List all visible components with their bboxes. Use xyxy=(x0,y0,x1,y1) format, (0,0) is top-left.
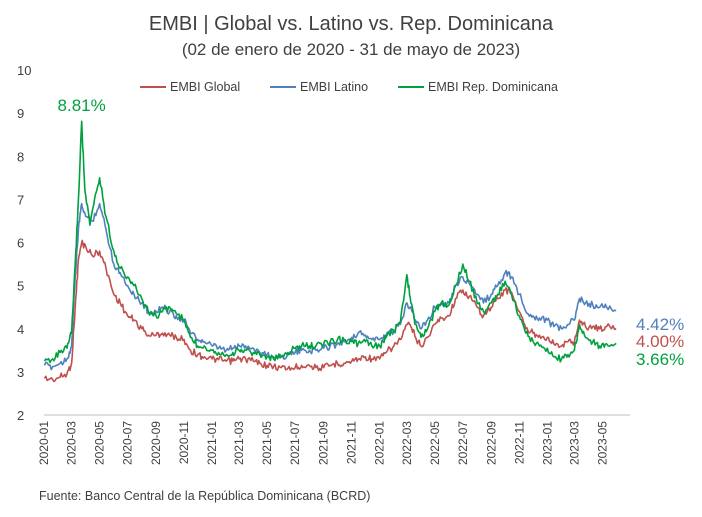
legend-label: EMBI Global xyxy=(170,80,240,94)
chart-legend: EMBI Global EMBI Latino EMBI Rep. Dominica… xyxy=(140,80,558,94)
x-tick-label: 2020-11 xyxy=(177,421,191,464)
x-tick-label: 2021-07 xyxy=(288,421,302,465)
legend-item: EMBI Rep. Dominicana xyxy=(398,80,558,94)
x-tick-label: 2023-03 xyxy=(567,421,581,465)
y-tick-label: 9 xyxy=(17,106,24,121)
x-tick-label: 2023-01 xyxy=(540,421,554,465)
y-tick-label: 3 xyxy=(17,365,24,380)
chart-title: EMBI | Global vs. Latino vs. Rep. Domini… xyxy=(149,13,554,35)
legend-label: EMBI Rep. Dominicana xyxy=(428,80,558,94)
x-tick-label: 2020-03 xyxy=(65,421,79,465)
series-line xyxy=(43,120,617,364)
x-tick-label: 2022-11 xyxy=(512,421,526,464)
x-tick-label: 2022-03 xyxy=(400,421,414,465)
x-tick-label: 2021-01 xyxy=(205,421,219,465)
y-tick-label: 6 xyxy=(17,236,24,251)
y-tick-label: 7 xyxy=(17,192,24,207)
peak-value-label: 8.81% xyxy=(58,96,106,115)
x-tick-label: 2022-05 xyxy=(428,421,442,465)
x-tick-label: 2020-01 xyxy=(37,421,51,465)
x-tick-label: 2022-01 xyxy=(373,421,387,465)
x-tick-label: 2021-09 xyxy=(317,421,331,465)
legend-item: EMBI Latino xyxy=(270,80,368,94)
series-end-label: 4.42% xyxy=(636,315,684,334)
y-tick-label: 2 xyxy=(17,408,24,423)
x-tick-label: 2021-11 xyxy=(345,421,359,464)
x-tick-label: 2021-03 xyxy=(232,421,246,465)
y-tick-label: 10 xyxy=(17,63,31,78)
series-end-label: 4.00% xyxy=(636,332,684,351)
y-tick-label: 8 xyxy=(17,149,24,164)
x-tick-label: 2020-07 xyxy=(121,421,135,465)
x-tick-label: 2022-09 xyxy=(484,421,498,465)
x-tick-label: 2020-05 xyxy=(93,421,107,465)
legend-label: EMBI Latino xyxy=(300,80,368,94)
series-line xyxy=(43,202,617,371)
y-tick-label: 5 xyxy=(17,279,24,294)
x-tick-label: 2023-05 xyxy=(595,421,609,465)
y-axis: 2 3 4 5 6 7 8 9 10 xyxy=(17,63,31,423)
series-line xyxy=(43,239,617,383)
x-tick-label: 2022-07 xyxy=(456,421,470,465)
chart-subtitle: (02 de enero de 2020 - 31 de mayo de 202… xyxy=(182,40,520,59)
x-tick-label: 2020-09 xyxy=(149,421,163,465)
series-end-label: 3.66% xyxy=(636,350,684,369)
label-layer: 4.00%4.42% 3.66% 8.81% xyxy=(58,96,685,369)
x-tick-label: 2021-05 xyxy=(260,421,274,465)
source-note: Fuente: Banco Central de la República Do… xyxy=(39,489,370,503)
series-layer xyxy=(43,120,617,383)
y-tick-label: 4 xyxy=(17,322,24,337)
legend-item: EMBI Global xyxy=(140,80,240,94)
x-axis: 2020-01 2020-03 2020-05 2020-07 2020-09 2020-… xyxy=(37,414,630,465)
